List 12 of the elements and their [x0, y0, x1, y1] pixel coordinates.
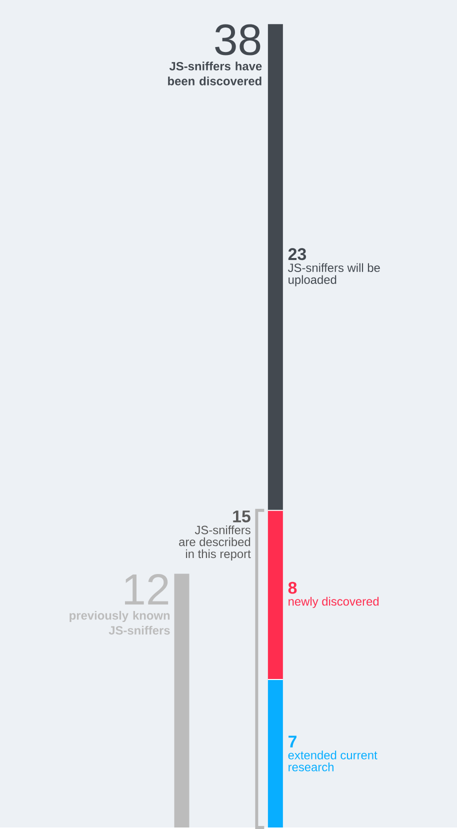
series-label: newly discovered [288, 596, 378, 608]
series-label: previously known JS-sniffers [70, 610, 170, 635]
annotation: JS-sniffers have been discovered [168, 62, 262, 86]
data-label: 23 [288, 248, 306, 260]
series-label: JS-sniffers will be uploaded [288, 263, 380, 286]
total-label: 38 [215, 24, 260, 56]
series-label: extended current research [288, 750, 378, 772]
annotation: JS-sniffers are described in this report [178, 525, 251, 560]
data-label: 7 [288, 736, 296, 748]
annotation: 15 [233, 510, 250, 522]
data-label: 8 [288, 582, 297, 594]
data-label: 12 [124, 574, 168, 605]
